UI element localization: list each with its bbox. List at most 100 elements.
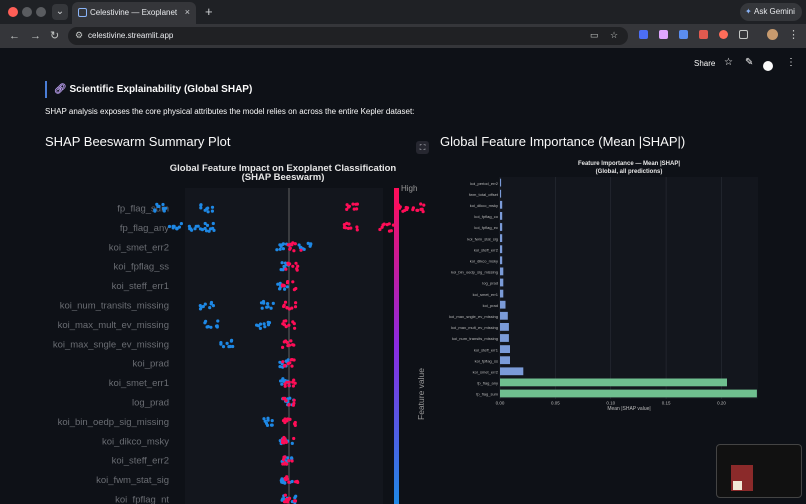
- extension-icon[interactable]: [679, 30, 688, 39]
- beeswarm-point: [293, 305, 298, 309]
- share-button[interactable]: Share: [694, 59, 716, 68]
- beeswarm-point: [211, 304, 215, 308]
- importance-subtitle: (Global, all predictions): [596, 169, 663, 175]
- beeswarm-point: [298, 246, 302, 250]
- beeswarm-point: [231, 344, 235, 349]
- beeswarm-point: [266, 323, 271, 327]
- expand-icon[interactable]: ⛶: [416, 141, 429, 154]
- extension-icon[interactable]: [659, 30, 668, 39]
- beeswarm-point: [204, 229, 209, 233]
- y-tick-label: koi_smet_err1: [473, 292, 499, 297]
- browser-tab[interactable]: Celestivine — Exoplanet Disco ×: [72, 2, 196, 24]
- reload-icon[interactable]: ↻: [50, 30, 60, 42]
- beeswarm-point: [378, 227, 382, 232]
- beeswarm-feature-label: koi_steff_err2: [112, 456, 169, 467]
- extension-icon[interactable]: [699, 30, 708, 39]
- close-window-button[interactable]: [8, 7, 18, 17]
- beeswarm-point: [294, 261, 298, 265]
- beeswarm-point: [288, 396, 292, 400]
- bookmark-star-icon[interactable]: ☆: [610, 30, 619, 40]
- beeswarm-point: [293, 420, 297, 425]
- beeswarm-point: [420, 207, 424, 211]
- beeswarm-point: [281, 360, 285, 364]
- y-tick-label: koi_max_mult_ev_missing: [451, 325, 498, 330]
- beeswarm-point: [278, 360, 282, 364]
- importance-bar: [500, 212, 503, 220]
- beeswarm-point: [294, 286, 298, 291]
- minimize-window-button[interactable]: [22, 7, 32, 17]
- beeswarm-point: [262, 301, 266, 305]
- beeswarm-point: [279, 379, 283, 383]
- beeswarm-point: [216, 319, 220, 323]
- y-tick-label: koi_smet_err2: [473, 370, 499, 375]
- beeswarm-point: [349, 226, 353, 230]
- importance-bar: [500, 223, 503, 231]
- new-tab-button[interactable]: +: [205, 4, 213, 19]
- tune-icon[interactable]: ⚙: [75, 30, 84, 40]
- beeswarm-point: [290, 459, 294, 463]
- page-title: Scientific Explainability (Global SHAP): [69, 84, 253, 95]
- back-icon[interactable]: ←: [9, 30, 20, 42]
- preview-card: [733, 481, 742, 490]
- y-tick-label: koi_fwm_stat_sig: [467, 236, 498, 241]
- beeswarm-point: [294, 494, 298, 498]
- cast-icon[interactable]: ▭: [590, 30, 599, 40]
- beeswarm-point: [225, 341, 229, 345]
- beeswarm-point: [199, 206, 203, 210]
- url-text[interactable]: celestivine.streamlit.app: [88, 31, 174, 40]
- beeswarm-point: [260, 306, 264, 310]
- forward-icon[interactable]: →: [30, 30, 41, 42]
- app-menu-icon[interactable]: ⋮: [786, 57, 796, 68]
- beeswarm-point: [283, 384, 287, 388]
- maximize-window-button[interactable]: [36, 7, 46, 17]
- beeswarm-point: [295, 268, 299, 272]
- beeswarm-feature-label: koi_smet_err1: [109, 378, 169, 389]
- beeswarm-point: [411, 208, 415, 212]
- beeswarm-point: [285, 462, 289, 466]
- beeswarm-point: [295, 479, 299, 483]
- beeswarm-point: [405, 207, 409, 212]
- star-icon[interactable]: ☆: [724, 57, 733, 68]
- page-description: SHAP analysis exposes the core physical …: [45, 107, 415, 116]
- y-tick-label: koi_fpflag_ss: [475, 358, 498, 363]
- beeswarm-feature-label: koi_prad: [133, 359, 169, 370]
- tab-search-chevron-icon[interactable]: ⌄: [52, 4, 68, 20]
- beeswarm-point: [179, 222, 183, 226]
- extension-icon[interactable]: [639, 30, 648, 39]
- beeswarm-point: [228, 344, 232, 349]
- address-bar[interactable]: ⚙ celestivine.streamlit.app ▭ ☆: [68, 27, 628, 45]
- beeswarm-point: [282, 323, 287, 327]
- github-icon[interactable]: [763, 61, 773, 71]
- beeswarm-point: [270, 423, 274, 427]
- avatar[interactable]: [767, 29, 778, 40]
- y-tick-label: log_prad: [482, 281, 498, 286]
- beeswarm-point: [354, 202, 358, 206]
- beeswarm-point: [290, 306, 294, 310]
- beeswarm-point: [285, 419, 289, 423]
- browser-menu-icon[interactable]: ⋮: [788, 29, 799, 41]
- ask-gemini-button[interactable]: ✦ Ask Gemini: [740, 3, 802, 21]
- beeswarm-point: [262, 322, 266, 326]
- beeswarm-point: [215, 325, 219, 329]
- beeswarm-point: [167, 224, 172, 229]
- pencil-icon[interactable]: ✎: [745, 57, 754, 68]
- beeswarm-point: [421, 210, 425, 214]
- beeswarm-point: [293, 242, 297, 246]
- importance-bar: [500, 267, 504, 276]
- beeswarm-point: [382, 222, 386, 226]
- extension-icon[interactable]: [719, 30, 728, 39]
- screen-preview-thumbnail[interactable]: [716, 444, 802, 498]
- beeswarm-point: [287, 459, 291, 463]
- beeswarm-point: [296, 264, 300, 268]
- beeswarm-point: [309, 242, 313, 246]
- beeswarm-point: [398, 206, 402, 210]
- tab-title: Celestivine — Exoplanet Disco: [90, 8, 178, 17]
- beeswarm-point: [346, 226, 350, 230]
- beeswarm-point: [292, 436, 296, 441]
- beeswarm-point: [269, 306, 273, 310]
- beeswarm-point: [282, 304, 286, 309]
- beeswarm-point: [284, 319, 288, 323]
- close-tab-icon[interactable]: ×: [184, 7, 190, 17]
- beeswarm-point: [281, 377, 285, 381]
- extensions-puzzle-icon[interactable]: [739, 30, 748, 39]
